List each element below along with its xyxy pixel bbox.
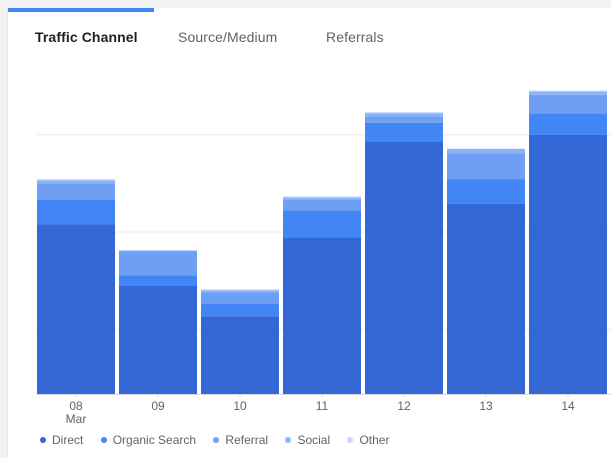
bar-segment-social-09[interactable] xyxy=(119,250,197,252)
legend-label-direct: Direct xyxy=(52,432,84,447)
bar-segment-organic-search-10[interactable] xyxy=(201,303,279,317)
bar-segment-other-10[interactable] xyxy=(201,289,279,291)
bar-segment-referral-08[interactable] xyxy=(37,183,115,200)
bar-segment-direct-10[interactable] xyxy=(201,316,279,394)
tab-referrals[interactable]: Referrals xyxy=(326,29,384,45)
bar-group-11[interactable] xyxy=(283,196,361,394)
bar-segment-referral-09[interactable] xyxy=(119,251,197,276)
bar-segment-referral-12[interactable] xyxy=(365,116,443,123)
bar-segment-organic-search-13[interactable] xyxy=(447,179,525,204)
legend-label-referral: Referral xyxy=(225,432,269,447)
x-tick-sublabel-08: Mar xyxy=(66,412,87,426)
legend-dot-other xyxy=(347,436,354,443)
legend-dot-direct xyxy=(40,436,46,443)
legend-item-organic-search[interactable]: Organic Search xyxy=(100,432,197,447)
tab-source-medium[interactable]: Source/Medium xyxy=(178,29,278,45)
bar-segment-social-12[interactable] xyxy=(365,113,443,117)
bar-group-13[interactable] xyxy=(447,148,525,394)
bar-segment-referral-11[interactable] xyxy=(283,199,361,211)
bar-segment-other-08[interactable] xyxy=(37,179,115,181)
bar-group-09[interactable] xyxy=(119,250,197,394)
bar-segment-direct-09[interactable] xyxy=(119,286,197,394)
x-tick-label-14: 14 xyxy=(561,399,575,413)
bar-group-14[interactable] xyxy=(529,90,607,395)
bar-group-12[interactable] xyxy=(365,112,443,394)
bar-segment-social-11[interactable] xyxy=(283,197,361,200)
x-tick-label-10: 10 xyxy=(233,399,247,413)
bar-segment-direct-12[interactable] xyxy=(365,141,443,394)
active-tab-indicator xyxy=(8,8,154,12)
chart-legend: Direct Organic Search Referral Social Ot… xyxy=(40,432,403,448)
bar-segment-organic-search-11[interactable] xyxy=(283,210,361,238)
legend-dot-organic-search xyxy=(100,436,107,443)
legend-dot-social xyxy=(285,436,292,443)
bar-segment-organic-search-09[interactable] xyxy=(119,275,197,286)
legend-label-organic-search: Organic Search xyxy=(112,432,197,447)
bar-segment-other-12[interactable] xyxy=(365,112,443,114)
bar-segment-direct-11[interactable] xyxy=(283,237,361,394)
legend-item-referral[interactable]: Referral xyxy=(213,433,268,447)
bar-segment-direct-13[interactable] xyxy=(447,203,525,394)
bar-segment-referral-14[interactable] xyxy=(529,94,607,114)
bar-group-10[interactable] xyxy=(201,289,279,394)
bar-segment-referral-10[interactable] xyxy=(201,292,279,304)
x-tick-label-13: 13 xyxy=(479,399,493,413)
legend-label-social: Social xyxy=(297,432,331,447)
tab-traffic-channel[interactable]: Traffic Channel xyxy=(35,29,138,45)
legend-dot-referral xyxy=(213,436,220,443)
bar-segment-organic-search-12[interactable] xyxy=(365,122,443,142)
bar-segment-social-10[interactable] xyxy=(201,290,279,293)
legend-item-direct[interactable]: Direct xyxy=(40,433,83,447)
x-tick-label-11: 11 xyxy=(316,399,329,413)
traffic-card: Traffic Channel Source/Medium Referrals … xyxy=(8,8,611,458)
x-tick-label-12: 12 xyxy=(397,399,411,413)
legend-item-other[interactable]: Other xyxy=(347,433,389,447)
bar-group-08[interactable] xyxy=(37,179,115,394)
x-tick-label-09: 09 xyxy=(151,399,165,413)
bar-segment-direct-08[interactable] xyxy=(37,224,115,394)
tab-bar: Traffic Channel Source/Medium Referrals xyxy=(8,8,611,66)
bar-segment-organic-search-08[interactable] xyxy=(37,199,115,225)
bar-segment-social-08[interactable] xyxy=(37,180,115,184)
bar-segment-social-13[interactable] xyxy=(447,148,525,154)
legend-label-other: Other xyxy=(359,432,390,447)
x-tick-label-08: 08 xyxy=(69,399,83,413)
legend-item-social[interactable]: Social xyxy=(285,433,330,447)
bar-segment-other-11[interactable] xyxy=(283,196,361,198)
bar-segment-social-14[interactable] xyxy=(529,91,607,95)
bar-segment-organic-search-14[interactable] xyxy=(529,113,607,135)
bar-segment-direct-14[interactable] xyxy=(529,134,607,395)
bar-segment-other-14[interactable] xyxy=(529,90,607,92)
bar-segment-referral-13[interactable] xyxy=(447,153,525,180)
